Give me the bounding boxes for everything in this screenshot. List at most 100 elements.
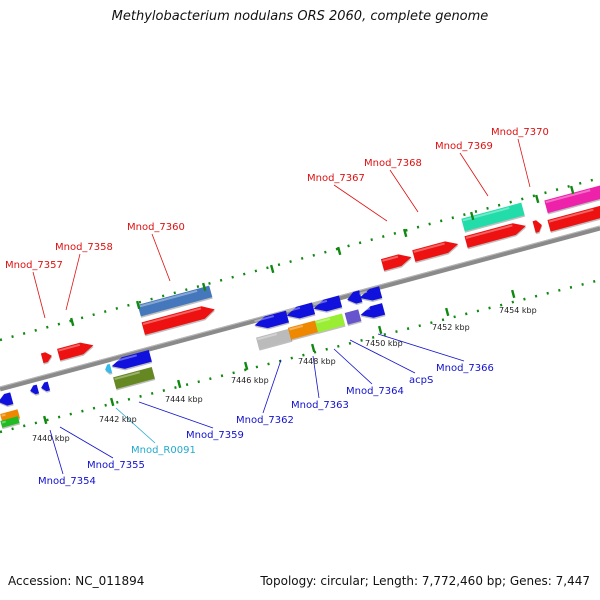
scale-label-7442: 7442 kbp xyxy=(99,415,137,424)
gene-mnod-7359-blue[interactable] xyxy=(110,349,152,372)
gene-mnod-7360-red[interactable] xyxy=(141,303,217,335)
gene-mnod-7366-blue-b[interactable] xyxy=(359,303,386,321)
gene-label-mnod-7355[interactable]: Mnod_7355 xyxy=(87,460,145,471)
scale-label-7446: 7446 kbp xyxy=(231,376,269,385)
upper-major-tick xyxy=(201,282,207,292)
gene-mnod-7369b[interactable] xyxy=(532,219,544,233)
gene-mnod-7366-blue-a[interactable] xyxy=(358,286,383,303)
upper-major-tick xyxy=(402,228,408,238)
gene-label-mnod-7363[interactable]: Mnod_7363 xyxy=(291,400,349,411)
leader-mnod-7363 xyxy=(312,355,320,399)
gene-mnod-7358[interactable] xyxy=(57,340,95,361)
gene-label-mnod-7362[interactable]: Mnod_7362 xyxy=(236,415,294,426)
lower-major-tick xyxy=(310,343,316,353)
gene-far-left-blue[interactable] xyxy=(0,392,14,407)
gene-label-mnod-7369[interactable]: Mnod_7369 xyxy=(435,141,493,152)
gene-mnod-7369-green-highlight xyxy=(462,207,510,222)
gene-mnod-7366-blue-a-highlight xyxy=(359,290,368,295)
gene-mnod-7362-grey[interactable] xyxy=(256,328,292,350)
gene-acps-blue[interactable] xyxy=(346,290,363,305)
leader-mnod-7367 xyxy=(333,184,388,222)
gene-mnod-r0091[interactable] xyxy=(104,363,113,374)
forward-strand-genes xyxy=(40,184,600,365)
scale-label-7440: 7440 kbp xyxy=(32,434,70,443)
scale-label-7452: 7452 kbp xyxy=(432,323,470,332)
leader-acps xyxy=(349,339,416,374)
gene-mnod-7364-lime-highlight xyxy=(316,317,331,324)
gene-label-mnod-7359[interactable]: Mnod_7359 xyxy=(186,430,244,441)
gene-mnod-7363-orange[interactable] xyxy=(287,320,319,340)
gene-mnod-7370-red-highlight xyxy=(548,208,594,223)
gene-mnod-7369-red[interactable] xyxy=(464,220,528,248)
lower-major-tick xyxy=(444,307,450,317)
gene-mnod-7360-blue[interactable] xyxy=(137,285,213,317)
gene-label-mnod-7367[interactable]: Mnod_7367 xyxy=(307,173,365,184)
gene-mnod-r0091-highlight xyxy=(105,366,106,368)
gene-mnod-7368[interactable] xyxy=(412,238,460,262)
gene-label-mnod-7368[interactable]: Mnod_7368 xyxy=(364,158,422,169)
gene-mnod-7369-green[interactable] xyxy=(461,202,525,232)
gene-mnod-7354-blue-b[interactable] xyxy=(40,381,51,393)
gene-mnod-7355b[interactable] xyxy=(0,416,20,428)
gene-acps-purple[interactable] xyxy=(344,309,362,325)
gene-mnod-7370-pink[interactable] xyxy=(544,184,600,214)
lower-major-tick xyxy=(510,289,516,299)
gene-mnod-7364-blue[interactable] xyxy=(312,295,343,315)
upper-major-tick xyxy=(469,211,475,221)
gene-mnod-7367-highlight xyxy=(382,255,399,262)
gene-mnod-7355b-highlight xyxy=(1,420,7,424)
gene-label-mnod-7370[interactable]: Mnod_7370 xyxy=(491,127,549,138)
gene-mnod-7364-lime[interactable] xyxy=(314,313,346,333)
gene-label-mnod-7360[interactable]: Mnod_7360 xyxy=(127,222,185,233)
gene-mnod-7359-olive-highlight xyxy=(114,371,140,381)
leader-mnod-7370 xyxy=(517,138,531,188)
gene-mnod-7362-grey-highlight xyxy=(257,333,278,341)
leader-mnod-7355 xyxy=(59,426,114,459)
lower-major-tick xyxy=(243,361,249,371)
upper-major-tick xyxy=(336,246,342,256)
lower-major-tick xyxy=(176,379,182,389)
leader-mnod-7366 xyxy=(377,333,465,362)
gene-mnod-7355-highlight xyxy=(1,413,6,417)
leader-mnod-7358 xyxy=(65,253,81,311)
gene-mnod-7359-blue-highlight xyxy=(111,354,137,364)
gene-label-mnod-7354[interactable]: Mnod_7354 xyxy=(38,476,96,487)
gene-mnod-7362-blue[interactable] xyxy=(253,310,289,331)
gene-mnod-7354-blue-b-highlight xyxy=(41,384,42,386)
lower-major-tick xyxy=(42,415,48,425)
gene-mnod-7360-red-highlight xyxy=(142,307,202,325)
gene-mnod-7355[interactable] xyxy=(0,409,20,423)
upper-major-tick xyxy=(135,300,141,310)
gene-mnod-7359-olive[interactable] xyxy=(113,366,155,390)
scale-label-7448: 7448 kbp xyxy=(298,357,336,366)
gene-mnod-7367[interactable] xyxy=(380,251,413,271)
gene-mnod-7363-orange-highlight xyxy=(289,324,304,331)
map-title: Methylobacterium nodulans ORS 2060, comp… xyxy=(111,9,489,24)
gene-label-mnod-r0091[interactable]: Mnod_R0091 xyxy=(131,445,196,456)
gene-mnod-7369-red-highlight xyxy=(465,224,513,239)
scale-label-7444: 7444 kbp xyxy=(165,395,203,404)
leader-mnod-7359 xyxy=(138,401,214,429)
leader-mnod-7364 xyxy=(333,348,373,385)
gene-mnod-7363-blue[interactable] xyxy=(285,302,316,322)
gene-mnod-7370-pink-highlight xyxy=(545,189,591,204)
gene-label-acps[interactable]: acpS xyxy=(409,375,433,386)
gene-mnod-7354-blue-a[interactable] xyxy=(29,384,40,396)
scale-label-7450: 7450 kbp xyxy=(365,339,403,348)
gene-label-mnod-7366[interactable]: Mnod_7366 xyxy=(436,363,494,374)
gene-label-mnod-7357[interactable]: Mnod_7357 xyxy=(5,260,63,271)
gene-label-mnod-7364[interactable]: Mnod_7364 xyxy=(346,386,404,397)
upper-major-tick xyxy=(534,194,540,204)
gene-mnod-7364-blue-highlight xyxy=(313,299,328,306)
gene-tracks xyxy=(0,184,600,430)
leader-mnod-7368 xyxy=(389,169,419,213)
gene-mnod-7370-red[interactable] xyxy=(547,204,600,232)
gene-mnod-7357[interactable] xyxy=(40,351,53,364)
gene-mnod-7360-blue-highlight xyxy=(138,289,198,308)
gene-mnod-7362-blue-highlight xyxy=(254,315,275,323)
upper-tick-track xyxy=(0,176,600,342)
leader-mnod-7362 xyxy=(262,359,282,414)
gene-label-mnod-7358[interactable]: Mnod_7358 xyxy=(55,242,113,253)
leader-mnod-7354 xyxy=(49,429,64,475)
